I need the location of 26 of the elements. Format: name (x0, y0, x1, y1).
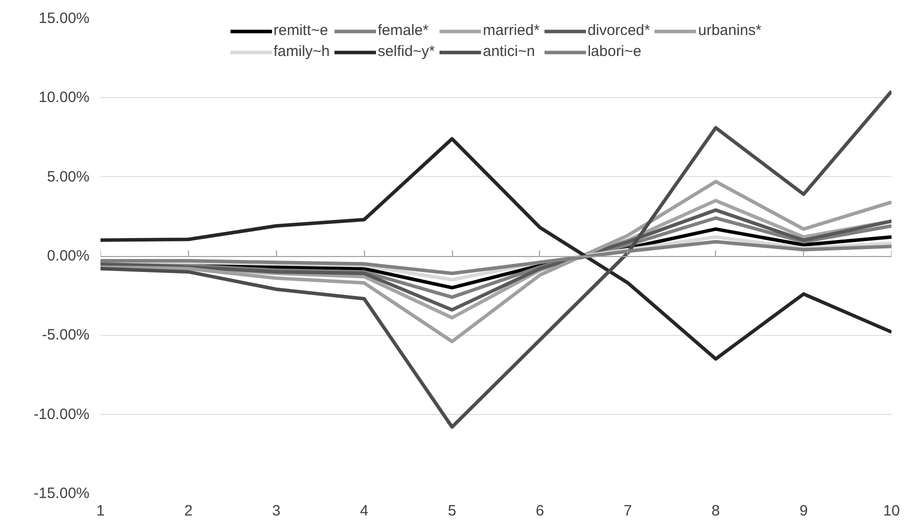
x-tick-label: 4 (360, 502, 368, 520)
legend-label: labori~e (588, 43, 642, 60)
x-tick-label: 10 (883, 502, 900, 520)
legend-label: remitt~e (273, 22, 328, 39)
x-tick-label: 2 (184, 502, 193, 520)
legend-label: family~h (273, 43, 330, 60)
x-tick-label: 7 (624, 502, 632, 520)
x-tick-label: 5 (448, 502, 456, 520)
x-tick-label: 1 (96, 502, 105, 520)
y-tick-label: 0.00% (46, 248, 90, 264)
legend-label: selfid~y* (378, 43, 435, 60)
legend-label: antici~n (482, 43, 536, 60)
legend-label: urbanins* (698, 22, 762, 39)
y-tick-label: -10.00% (34, 406, 90, 423)
y-tick-label: 15.00% (38, 10, 90, 27)
y-tick-label: 5.00% (46, 168, 90, 186)
legend-label: married* (482, 22, 540, 39)
legend-label: divorced* (588, 22, 650, 39)
x-tick-label: 6 (536, 502, 544, 520)
x-tick-label: 3 (272, 502, 280, 520)
y-tick-label: 10.00% (38, 89, 90, 106)
x-tick-label: 9 (799, 502, 808, 520)
x-tick-label: 8 (712, 502, 720, 520)
y-tick-label: -15.00% (34, 485, 90, 502)
legend-label: female* (378, 22, 429, 39)
y-tick-label: -5.00% (42, 326, 90, 344)
